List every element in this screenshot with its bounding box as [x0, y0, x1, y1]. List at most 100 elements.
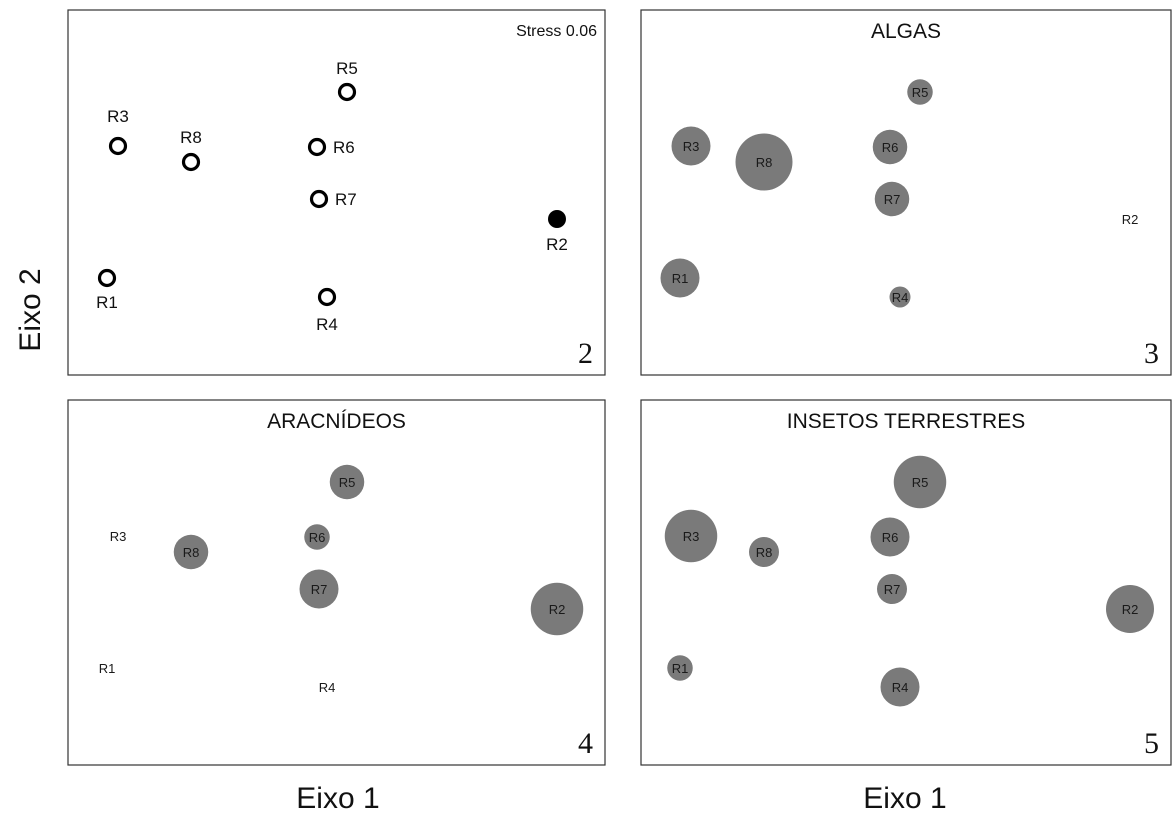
point-label: R2 — [546, 235, 568, 254]
point-r1: R1 — [660, 258, 700, 298]
bubble-label: R1 — [99, 661, 116, 676]
point-r4: R4 — [880, 667, 920, 707]
panel-number: 2 — [578, 337, 593, 370]
panel-number: 5 — [1144, 727, 1159, 760]
open-marker — [97, 268, 117, 288]
bubble — [173, 534, 209, 570]
bubble — [874, 181, 910, 217]
point-r7: R7 — [299, 569, 339, 609]
bubble-label: R5 — [912, 475, 929, 490]
panel-number: 3 — [1144, 337, 1159, 370]
panel-3: ALGAS 3 R1 R2 R3 R4 R5 R6 R7 R8 — [640, 9, 1172, 376]
bubble-label: R7 — [884, 582, 901, 597]
bubble — [299, 569, 339, 609]
point-r4: R4 — [319, 680, 336, 695]
open-marker — [181, 152, 201, 172]
point-r1: R1 — [667, 655, 693, 681]
open-marker — [309, 189, 329, 209]
x-axis-title-left: Eixo 1 — [296, 782, 379, 815]
bubble — [870, 517, 910, 557]
panel-title: INSETOS TERRESTRES — [787, 410, 1025, 433]
open-marker — [108, 136, 128, 156]
bubble-label: R3 — [683, 529, 700, 544]
stress-annotation: Stress 0.06 — [516, 23, 597, 40]
bubble-label: R6 — [882, 140, 899, 155]
bubble-label: R8 — [756, 545, 773, 560]
point-r7: R7 — [309, 189, 357, 209]
bubble — [893, 455, 947, 509]
bubble — [660, 258, 700, 298]
point-r5: R5 — [893, 455, 947, 509]
open-marker — [317, 287, 337, 307]
point-r1: R1 — [99, 661, 116, 676]
point-r3: R3 — [110, 529, 127, 544]
bubble — [735, 133, 793, 191]
point-r2: R2 — [546, 210, 568, 254]
point-r2: R2 — [530, 582, 584, 636]
panel-frame — [67, 9, 606, 376]
panel-5: INSETOS TERRESTRES 5 R1 R2 R3 R4 R5 R6 R7 R8 — [640, 399, 1172, 766]
panel-2: Stress 0.06 2 R1 R2 R3 R4 R5 R6 R7 R8 — [67, 9, 606, 376]
point-r2: R2 — [1122, 212, 1139, 227]
panel-frame — [640, 399, 1172, 766]
panel-number: 4 — [578, 727, 593, 760]
bubble-label: R7 — [311, 582, 328, 597]
bubble-label: R4 — [319, 680, 336, 695]
bubble — [304, 524, 330, 550]
panels-group: Stress 0.06 2 R1 R2 R3 R4 R5 R6 R7 R8 ALGAS 3 R1 R2 R3… — [67, 9, 1172, 766]
bubble-label: R5 — [912, 85, 929, 100]
point-label: R3 — [107, 107, 129, 126]
point-label: R5 — [336, 59, 358, 78]
bubble-label: R5 — [339, 475, 356, 490]
point-r8: R8 — [180, 128, 202, 172]
bubble-label: R1 — [672, 661, 689, 676]
x-axis-title-right: Eixo 1 — [863, 782, 946, 815]
point-r3: R3 — [107, 107, 129, 156]
point-r8: R8 — [749, 537, 779, 567]
point-r3: R3 — [664, 509, 718, 563]
point-r4: R4 — [316, 287, 338, 334]
bubble-label: R2 — [1122, 602, 1139, 617]
filled-marker — [548, 210, 566, 228]
bubble-label: R3 — [110, 529, 127, 544]
bubble-label: R7 — [884, 192, 901, 207]
point-r5: R5 — [336, 59, 358, 102]
point-r6: R6 — [307, 137, 355, 157]
point-r6: R6 — [304, 524, 330, 550]
bubble — [872, 129, 908, 165]
panel-title: ALGAS — [871, 20, 941, 43]
point-r6: R6 — [872, 129, 908, 165]
bubble-label: R8 — [756, 155, 773, 170]
bubble — [664, 509, 718, 563]
point-r5: R5 — [907, 79, 933, 105]
bubble-label: R3 — [683, 139, 700, 154]
point-label: R6 — [333, 138, 355, 157]
y-axis-title: Eixo 2 — [14, 268, 47, 351]
panel-4: ARACNÍDEOS 4 R1 R2 R3 R4 R5 R6 R7 R8 — [67, 399, 606, 766]
bubble-label: R6 — [882, 530, 899, 545]
bubble — [530, 582, 584, 636]
bubble — [671, 126, 711, 166]
bubble-label: R2 — [549, 602, 566, 617]
point-r3: R3 — [671, 126, 711, 166]
open-marker — [337, 82, 357, 102]
point-r6: R6 — [870, 517, 910, 557]
point-r1: R1 — [96, 268, 118, 312]
point-r8: R8 — [735, 133, 793, 191]
bubble — [749, 537, 779, 567]
bubble — [1106, 585, 1154, 633]
bubble — [667, 655, 693, 681]
point-label: R4 — [316, 315, 338, 334]
bubble-label: R4 — [892, 290, 909, 305]
open-marker — [307, 137, 327, 157]
point-label: R8 — [180, 128, 202, 147]
bubble — [880, 667, 920, 707]
bubble — [877, 574, 907, 604]
bubble — [907, 79, 933, 105]
bubble — [329, 464, 365, 500]
bubble — [889, 286, 911, 308]
point-label: R7 — [335, 190, 357, 209]
point-r7: R7 — [874, 181, 910, 217]
bubble-label: R2 — [1122, 212, 1139, 227]
